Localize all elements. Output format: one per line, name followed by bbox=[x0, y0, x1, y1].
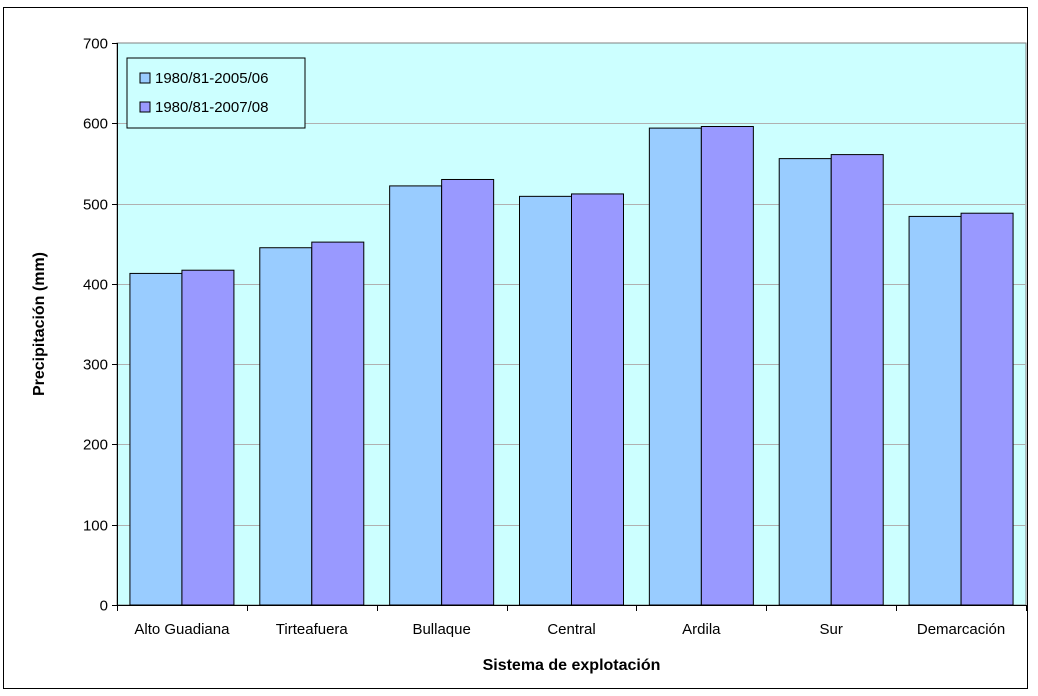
x-axis-title: Sistema de explotación bbox=[483, 657, 661, 674]
x-tick-label: Demarcación bbox=[917, 621, 1005, 638]
bar-2-sur bbox=[830, 154, 884, 606]
y-tick-label: 700 bbox=[83, 36, 108, 53]
legend-label-series-2: 1980/81-2007/08 bbox=[155, 99, 268, 116]
bar-2-ardila bbox=[700, 125, 754, 606]
bar-chart: 0 100 200 300 400 500 600 700 Alto Guadiana Tirte… bbox=[31, 36, 1027, 674]
legend: 1980/81-2005/06 1980/81-2007/08 bbox=[126, 57, 306, 129]
bar-2-central bbox=[571, 193, 624, 606]
x-tick-label: Tirteafuera bbox=[276, 621, 349, 638]
x-tick-label: Bullaque bbox=[412, 621, 470, 638]
bar-1-central bbox=[519, 195, 572, 606]
y-tick-label: 200 bbox=[83, 437, 108, 454]
bar-1-demarcación bbox=[908, 215, 962, 606]
legend-swatch-series-2 bbox=[139, 101, 151, 113]
y-tick-label: 400 bbox=[83, 277, 108, 294]
chart-frame: 0 100 200 300 400 500 600 700 Alto Guadiana Tirte… bbox=[3, 7, 1028, 689]
x-tick-label: Sur bbox=[820, 621, 843, 638]
bars bbox=[129, 125, 1014, 606]
axes: 0 100 200 300 400 500 600 700 Alto Guadiana Tirte… bbox=[83, 36, 1027, 638]
x-tick-label: Central bbox=[547, 621, 595, 638]
y-tick-label: 600 bbox=[83, 116, 108, 133]
y-tick-label: 300 bbox=[83, 357, 108, 374]
legend-label-series-1: 1980/81-2005/06 bbox=[155, 70, 268, 87]
y-tick-label: 100 bbox=[83, 518, 108, 535]
bar-1-sur bbox=[778, 158, 832, 606]
y-tick-label: 0 bbox=[100, 598, 108, 615]
bar-2-alto-guadiana bbox=[181, 269, 235, 606]
legend-swatch-series-1 bbox=[139, 72, 151, 84]
bar-1-bullaque bbox=[389, 185, 443, 606]
x-tick-label: Ardila bbox=[682, 621, 721, 638]
legend-box bbox=[126, 57, 306, 129]
bar-1-tirteafuera bbox=[259, 247, 313, 606]
x-tick-label: Alto Guadiana bbox=[134, 621, 230, 638]
bar-2-demarcación bbox=[960, 212, 1014, 606]
bar-2-tirteafuera bbox=[311, 241, 365, 606]
bar-1-alto-guadiana bbox=[129, 272, 183, 606]
y-axis-title: Precipitación (mm) bbox=[31, 252, 48, 396]
bar-2-bullaque bbox=[441, 178, 495, 606]
y-tick-label: 500 bbox=[83, 197, 108, 214]
bar-1-ardila bbox=[648, 127, 702, 606]
